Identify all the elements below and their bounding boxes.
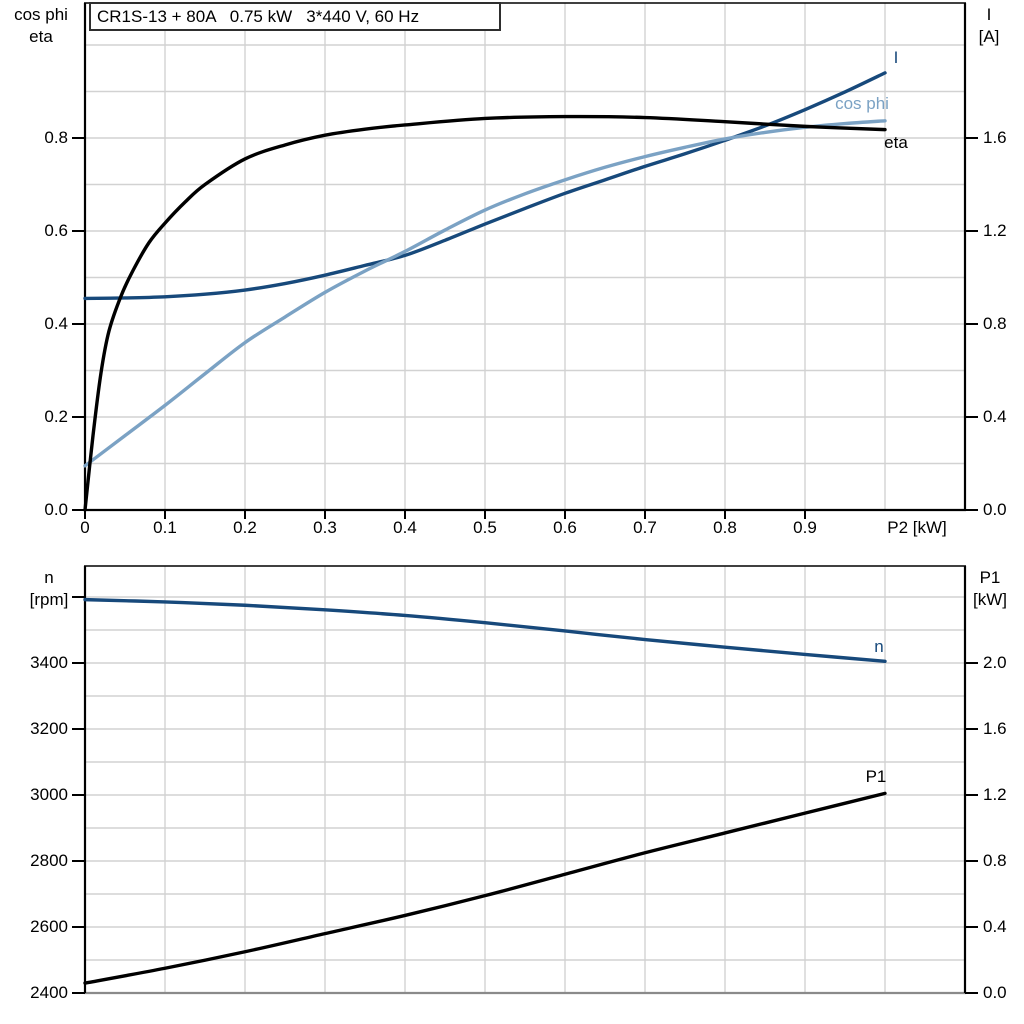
x-axis-tick-label: 0.7 — [633, 518, 657, 537]
left-axis-tick-label: 2800 — [30, 851, 68, 870]
series-n-curve — [83, 597, 887, 664]
left-axis-tick-label: 0.2 — [44, 407, 68, 426]
x-axis-tick-label: 0.9 — [793, 518, 817, 537]
right-axis-tick-label: 0.4 — [983, 917, 1007, 936]
series-eta-curve — [83, 114, 887, 512]
left-axis-tick-label: 3000 — [30, 785, 68, 804]
left-axis-tick-label: 0.6 — [44, 221, 68, 240]
right-axis-tick-label: 1.2 — [983, 221, 1007, 240]
top-right-axis-label-line2: [A] — [978, 27, 1000, 46]
right-axis-tick-label: 0.4 — [983, 407, 1007, 426]
right-axis-tick-label: 2.0 — [983, 653, 1007, 672]
top-left-axis-label-line2: eta — [29, 27, 53, 46]
curve-label-P1: P1 — [865, 767, 887, 786]
x-axis-tick-label: 0.2 — [233, 518, 257, 537]
x-axis-tick-label: 0.5 — [473, 518, 497, 537]
left-axis-tick-label: 0.0 — [44, 500, 68, 519]
right-axis-tick-label: 1.2 — [983, 785, 1007, 804]
bottom-right-axis-label-line2: [kW] — [973, 590, 1007, 609]
right-axis-tick-label: 1.6 — [983, 719, 1007, 738]
x-axis-tick-label: 0.8 — [713, 518, 737, 537]
x-axis-tick-label: 0.6 — [553, 518, 577, 537]
right-axis-tick-label: 0.8 — [983, 851, 1007, 870]
series-I-curve — [83, 71, 887, 301]
chart-title-box: CR1S-13 + 80A 0.75 kW 3*440 V, 60 Hz — [89, 2, 501, 31]
left-axis-tick-label: 2600 — [30, 917, 68, 936]
top-right-axis-label-line1: I — [986, 5, 992, 24]
left-axis-tick-label: 3200 — [30, 719, 68, 738]
x-axis-tick-label: 0.3 — [313, 518, 337, 537]
curve-label-I: I — [893, 48, 899, 67]
curve-label-n: n — [874, 637, 884, 656]
series-cos-phi-curve — [83, 119, 887, 468]
chart-title: CR1S-13 + 80A 0.75 kW 3*440 V, 60 Hz — [97, 7, 420, 26]
right-axis-tick-label: 0.8 — [983, 314, 1007, 333]
left-axis-tick-label: 3400 — [30, 653, 68, 672]
left-axis-tick-label: 2400 — [30, 983, 68, 1002]
curve-label-cos-phi: cos phi — [835, 94, 889, 113]
series-P1-curve — [83, 791, 887, 985]
left-axis-tick-label: 0.4 — [44, 314, 68, 333]
x-axis-label: P2 [kW] — [887, 518, 947, 537]
x-axis-tick-label: 0.4 — [393, 518, 417, 537]
bottom-left-axis-label-line2: [rpm] — [29, 590, 69, 609]
x-axis-tick-label: 0.1 — [153, 518, 177, 537]
top-left-axis-label-line1: cos phi — [14, 5, 68, 24]
right-axis-tick-label: 0.0 — [983, 500, 1007, 519]
left-axis-tick-label: 0.8 — [44, 128, 68, 147]
right-axis-tick-label: 0.0 — [983, 983, 1007, 1002]
curve-label-eta: eta — [884, 133, 908, 152]
bottom-right-axis-label-line1: P1 — [979, 568, 1001, 587]
right-axis-tick-label: 1.6 — [983, 128, 1007, 147]
bottom-left-axis-label-line1: n — [44, 568, 54, 587]
x-axis-tick-label: 0 — [80, 518, 90, 537]
